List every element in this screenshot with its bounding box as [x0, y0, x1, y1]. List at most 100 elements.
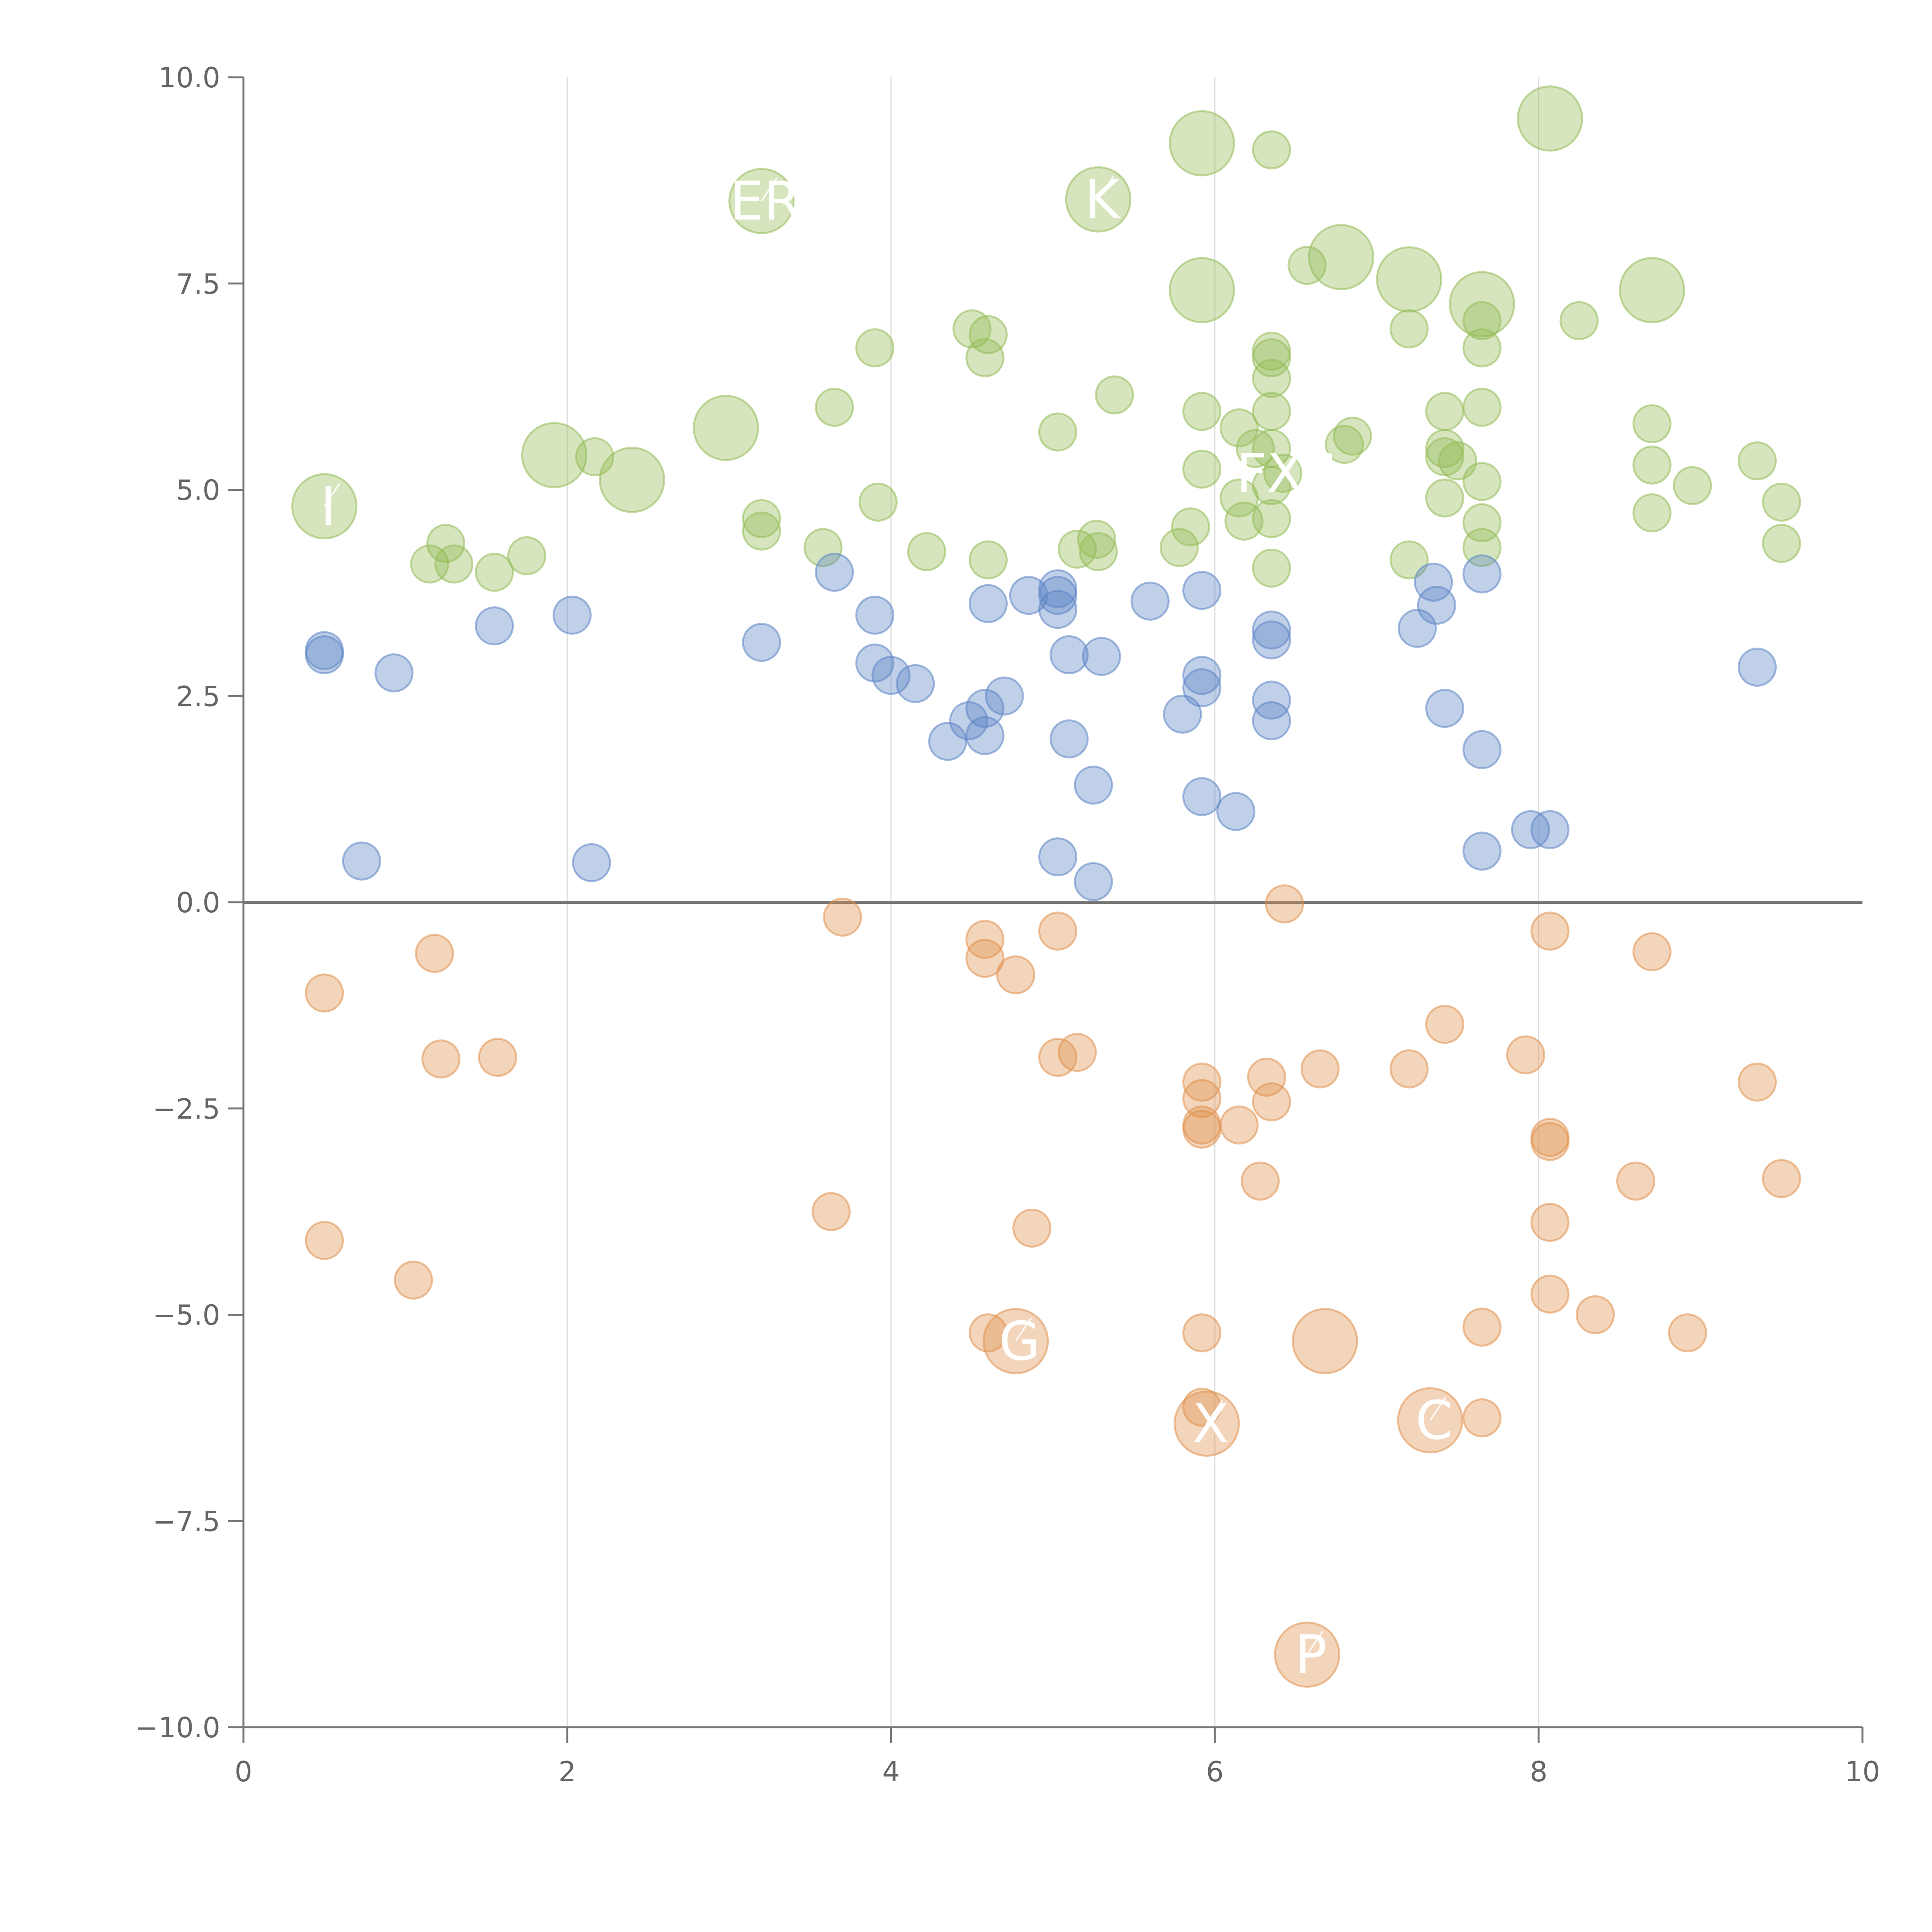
- scatter-point-orange: [1240, 1162, 1280, 1201]
- scatter-point-green: [1325, 425, 1364, 464]
- scatter-point-green: [1058, 529, 1097, 569]
- point-labels: I ER K FXS G X P C: [320, 168, 1452, 1686]
- scatter-point-blue: [949, 701, 988, 740]
- scatter-point-green: [434, 544, 474, 584]
- scatter-point-green: [1168, 257, 1235, 323]
- scatter-point-blue: [1738, 648, 1777, 687]
- scatter-point-blue: [896, 664, 935, 703]
- scatter-point-green: [1038, 412, 1078, 452]
- scatter-point-blue: [965, 716, 1005, 755]
- point-label: G: [999, 1310, 1040, 1372]
- scatter-point-blue: [553, 595, 592, 635]
- scatter-point-green: [1425, 392, 1464, 431]
- scatter-point-blue: [1252, 680, 1291, 720]
- scatter-point-blue: [985, 676, 1024, 716]
- scatter-point-orange: [811, 1192, 851, 1231]
- scatter-point-blue: [305, 635, 344, 674]
- scatter-point-green: [815, 388, 854, 427]
- scatter-point-blue: [374, 653, 414, 692]
- scatter-point-green: [968, 315, 1008, 354]
- scatter-point-orange: [1038, 912, 1078, 951]
- scatter-point-blue: [1530, 810, 1570, 849]
- point-label: ER: [730, 170, 801, 232]
- scatter-point-green: [1632, 493, 1672, 532]
- scatter-point-green: [907, 532, 946, 571]
- x-tick-label: 0: [235, 1755, 252, 1788]
- scatter-point-green: [1252, 548, 1291, 588]
- scatter-point-blue: [572, 843, 611, 883]
- scatter-point-green: [1389, 540, 1429, 580]
- y-tick-label: −2.5: [153, 1093, 220, 1125]
- scatter-point-green: [1560, 301, 1599, 340]
- y-tick-label: −10.0: [135, 1711, 220, 1744]
- scatter-point-blue: [1049, 635, 1089, 674]
- scatter-point-blue: [1216, 792, 1255, 831]
- x-tick-label: 10: [1845, 1755, 1880, 1788]
- scatter-point-green: [1287, 246, 1327, 285]
- scatter-point-blue: [474, 606, 514, 646]
- scatter-point-blue: [1038, 576, 1078, 615]
- scatter-point-blue: [1074, 862, 1113, 901]
- scatter-point-blue: [1082, 637, 1121, 676]
- scatter-point-blue: [928, 722, 968, 761]
- x-tick-label: 6: [1206, 1755, 1224, 1788]
- x-tick-label: 8: [1530, 1755, 1548, 1788]
- scatter-point-orange: [1530, 1274, 1570, 1314]
- scatter-point-green: [855, 328, 895, 367]
- scatter-point-orange: [823, 897, 862, 937]
- scatter-point-orange: [1668, 1313, 1707, 1352]
- scatter-point-green: [692, 395, 759, 461]
- scatter-point-green: [1219, 408, 1259, 447]
- scatter-point-orange: [1265, 884, 1304, 923]
- scatter-point-green: [1252, 338, 1291, 378]
- scatter-point-orange: [305, 973, 344, 1013]
- scatter-point-orange: [1462, 1398, 1502, 1437]
- scatter-point-blue: [1038, 590, 1078, 629]
- scatter-point-blue: [1074, 765, 1113, 805]
- scatter-point-orange: [1632, 932, 1672, 971]
- y-tick-label: 10.0: [158, 61, 220, 94]
- scatter-point-orange: [1219, 1105, 1259, 1145]
- scatter-point-green: [1462, 462, 1502, 501]
- scatter-point-green: [1182, 392, 1221, 431]
- scatter-point-green: [521, 422, 588, 488]
- scatter-point-orange: [1292, 1308, 1358, 1374]
- scatter-point-blue: [1163, 694, 1202, 734]
- scatter-point-orange: [1182, 1109, 1221, 1149]
- scatter-point-blue: [1252, 701, 1291, 740]
- scatter-point-green: [1389, 309, 1429, 349]
- scatter-point-blue: [342, 841, 381, 881]
- scatter-point-orange: [968, 1313, 1008, 1352]
- scatter-point-green: [1171, 507, 1210, 547]
- scatter-point-blue: [1049, 719, 1089, 759]
- scatter-point-green: [1252, 499, 1291, 538]
- scatter-point-green: [1252, 392, 1291, 431]
- y-tick-label: 0.0: [176, 886, 220, 919]
- scatter-point-green: [1376, 246, 1442, 313]
- scatter-point-orange: [394, 1260, 433, 1300]
- scatter-point-green: [1078, 532, 1118, 571]
- scatter-point-orange: [1425, 1005, 1464, 1044]
- scatter-point-green: [1449, 271, 1515, 337]
- scatter-point-orange: [1252, 1082, 1291, 1122]
- scatter-point-green: [1619, 257, 1685, 323]
- scatter-point-green: [1252, 130, 1291, 170]
- scatter-point-green: [968, 540, 1008, 580]
- scatter-point-green: [1095, 375, 1134, 415]
- scatter-point-orange: [1616, 1162, 1655, 1201]
- y-tick-label: −5.0: [153, 1299, 220, 1332]
- scatter-point-blue: [1462, 554, 1502, 594]
- scatter-point-green: [1462, 328, 1502, 367]
- point-label: K: [1085, 168, 1121, 231]
- y-tick-label: 5.0: [176, 474, 220, 507]
- scatter-point-blue: [1462, 730, 1502, 769]
- scatter-point-blue: [1398, 609, 1437, 648]
- scatter-point-orange: [1247, 1058, 1286, 1097]
- scatter-point-green: [1236, 429, 1275, 468]
- scatter-point-orange: [996, 955, 1036, 995]
- y-tick-label: 7.5: [176, 268, 220, 300]
- scatter-point-green: [1762, 483, 1801, 522]
- scatter-point-green: [426, 524, 466, 563]
- scatter-point-green: [1462, 301, 1502, 340]
